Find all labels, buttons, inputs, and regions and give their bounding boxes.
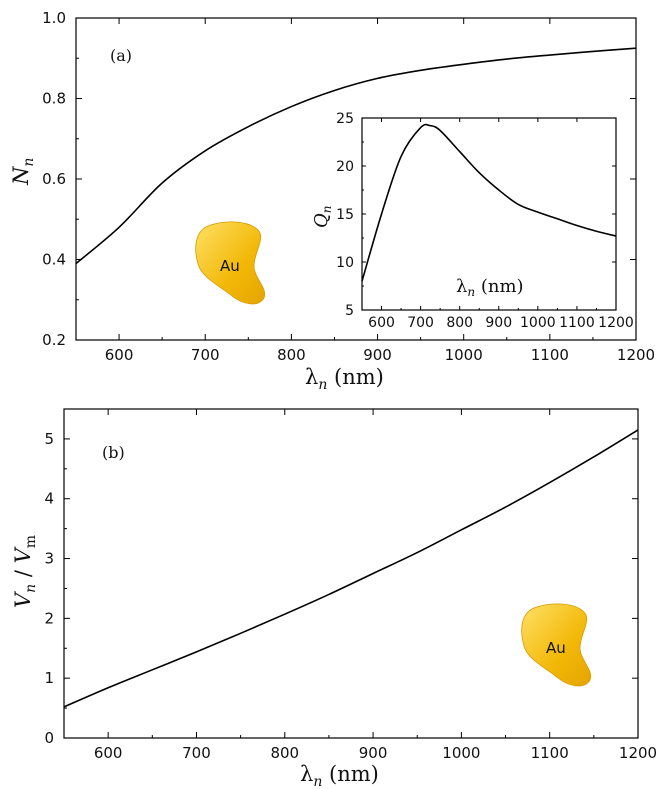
panel-a-xtick-label: 1100 [531, 346, 569, 364]
au-label-b: Au [546, 639, 566, 657]
inset-ylabel: Qn [311, 206, 334, 229]
panel-b-frame [63, 408, 639, 739]
panel-a-xtick-label: 1000 [445, 346, 483, 364]
panel-b-ytick-label: 5 [44, 430, 54, 448]
au-particle-shape [521, 603, 592, 687]
inset-xtick-label: 1100 [559, 315, 595, 331]
panel-a-label: (a) [110, 46, 132, 65]
au-particle-shape [195, 221, 266, 305]
panel-a-series-line [75, 47, 637, 265]
inset-series [361, 123, 617, 282]
inset-xtick-label: 700 [407, 315, 434, 331]
au-particle-b: Au [521, 603, 592, 687]
panel-a-inset-chart: 600 700 800 900 1000 1100 1200 5 10 15 20 25 λn (nm… [311, 111, 634, 331]
inset-xtick-label: 800 [446, 315, 473, 331]
inset-ytick-label: 15 [336, 207, 354, 223]
inset-ytick-label: 20 [336, 159, 354, 175]
inset-ytick-label: 25 [336, 111, 354, 127]
panel-b-chart: 600 700 800 900 1000 1100 1200 0 1 2 3 4 5 (b) Au λn… [11, 408, 657, 789]
panel-b-ylabel: Vn / Vm [11, 535, 39, 608]
panel-a-ytick-label: 0.6 [42, 170, 66, 188]
panel-a-ylabel: Nn [9, 158, 37, 186]
panel-b-xtick-label: 600 [94, 744, 123, 762]
panel-a-xlabel: λn (nm) [305, 365, 384, 393]
panel-a-xtick-label: 900 [363, 346, 392, 364]
panel-b-axes: 600 700 800 900 1000 1100 1200 0 1 2 3 4 5 [44, 409, 657, 762]
panel-a-ytick-label: 0.4 [42, 251, 66, 269]
panel-a-xtick-label: 700 [191, 346, 220, 364]
au-label-a: Au [220, 257, 240, 275]
panel-b-xtick-label: 700 [182, 744, 211, 762]
inset-xtick-label: 1200 [598, 315, 634, 331]
au-particle-a: Au [195, 221, 266, 305]
panel-a-ytick-label: 0.8 [42, 90, 66, 108]
panel-a-xtick-label: 800 [277, 346, 306, 364]
panel-a-series [75, 47, 637, 265]
panel-b-xtick-label: 1100 [531, 744, 569, 762]
inset-xtick-label: 600 [368, 315, 395, 331]
inset-ytick-label: 5 [345, 303, 354, 319]
panel-b-series-line [63, 429, 639, 708]
inset-ytick-label: 10 [336, 255, 354, 271]
panel-b-ytick-label: 3 [44, 550, 54, 568]
panel-a-ytick-label: 0.2 [42, 331, 66, 349]
panel-b-ytick-label: 0 [44, 729, 54, 747]
panel-b-xtick-label: 800 [270, 744, 299, 762]
inset-axes: 600 700 800 900 1000 1100 1200 5 10 15 20 25 [336, 111, 634, 331]
panel-b-ytick-label: 1 [44, 669, 54, 687]
panel-a-chart: 600 700 800 900 1000 1100 12000.20.40.60.81.0 … [9, 9, 655, 393]
panel-b-ytick-label: 4 [44, 490, 54, 508]
panel-b-xtick-label: 1200 [619, 744, 657, 762]
panel-a-xtick-label: 1200 [617, 346, 655, 364]
panel-b-xtick-label: 1000 [442, 744, 480, 762]
panel-b-ytick-label: 2 [44, 609, 54, 627]
inset-xtick-label: 1000 [520, 315, 556, 331]
panel-a-ytick-label: 1.0 [42, 9, 66, 27]
inset-xtick-label: 900 [485, 315, 512, 331]
panel-a-xtick-label: 600 [105, 346, 134, 364]
inset-xlabel: λn (nm) [456, 276, 524, 299]
inset-series-line [361, 123, 617, 282]
panel-b-xlabel: λn (nm) [300, 762, 379, 789]
panel-b-xtick-label: 900 [359, 744, 388, 762]
panel-b-series [63, 429, 639, 708]
panel-b-label: (b) [102, 443, 125, 462]
